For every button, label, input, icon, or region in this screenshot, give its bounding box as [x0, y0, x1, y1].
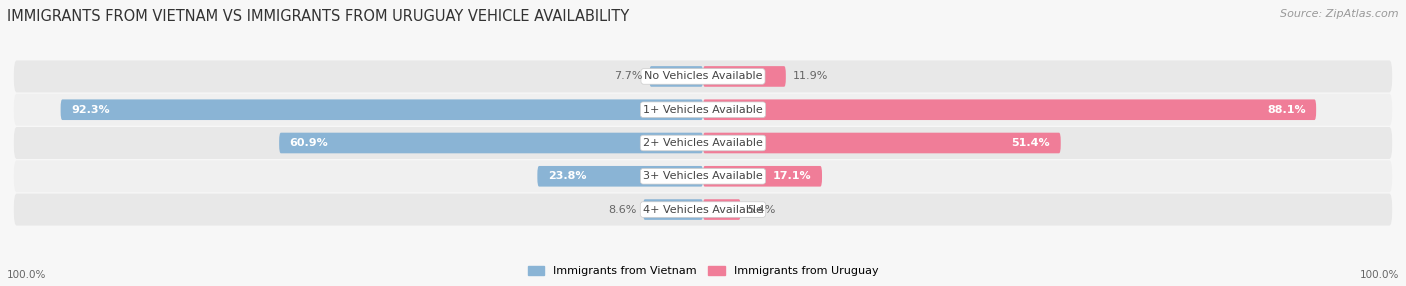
Text: 100.0%: 100.0%	[7, 270, 46, 280]
Text: 17.1%: 17.1%	[773, 171, 811, 181]
Text: No Vehicles Available: No Vehicles Available	[644, 72, 762, 82]
FancyBboxPatch shape	[537, 166, 703, 186]
Text: 3+ Vehicles Available: 3+ Vehicles Available	[643, 171, 763, 181]
FancyBboxPatch shape	[14, 127, 1392, 159]
FancyBboxPatch shape	[14, 194, 1392, 226]
FancyBboxPatch shape	[703, 166, 823, 186]
FancyBboxPatch shape	[14, 60, 1392, 92]
Text: 8.6%: 8.6%	[607, 204, 636, 214]
Text: 2+ Vehicles Available: 2+ Vehicles Available	[643, 138, 763, 148]
FancyBboxPatch shape	[703, 199, 741, 220]
FancyBboxPatch shape	[280, 133, 703, 153]
FancyBboxPatch shape	[703, 66, 786, 87]
FancyBboxPatch shape	[60, 100, 703, 120]
Text: 23.8%: 23.8%	[548, 171, 586, 181]
Text: 100.0%: 100.0%	[1360, 270, 1399, 280]
FancyBboxPatch shape	[703, 133, 1060, 153]
FancyBboxPatch shape	[643, 199, 703, 220]
Text: 88.1%: 88.1%	[1267, 105, 1306, 115]
Text: 1+ Vehicles Available: 1+ Vehicles Available	[643, 105, 763, 115]
Legend: Immigrants from Vietnam, Immigrants from Uruguay: Immigrants from Vietnam, Immigrants from…	[523, 261, 883, 281]
Text: 11.9%: 11.9%	[793, 72, 828, 82]
Text: 92.3%: 92.3%	[72, 105, 110, 115]
Text: Source: ZipAtlas.com: Source: ZipAtlas.com	[1281, 9, 1399, 19]
Text: IMMIGRANTS FROM VIETNAM VS IMMIGRANTS FROM URUGUAY VEHICLE AVAILABILITY: IMMIGRANTS FROM VIETNAM VS IMMIGRANTS FR…	[7, 9, 630, 23]
FancyBboxPatch shape	[650, 66, 703, 87]
Text: 60.9%: 60.9%	[290, 138, 329, 148]
FancyBboxPatch shape	[14, 160, 1392, 192]
Text: 4+ Vehicles Available: 4+ Vehicles Available	[643, 204, 763, 214]
Text: 7.7%: 7.7%	[614, 72, 643, 82]
Text: 5.4%: 5.4%	[748, 204, 776, 214]
FancyBboxPatch shape	[703, 100, 1316, 120]
FancyBboxPatch shape	[14, 94, 1392, 126]
Text: 51.4%: 51.4%	[1012, 138, 1050, 148]
